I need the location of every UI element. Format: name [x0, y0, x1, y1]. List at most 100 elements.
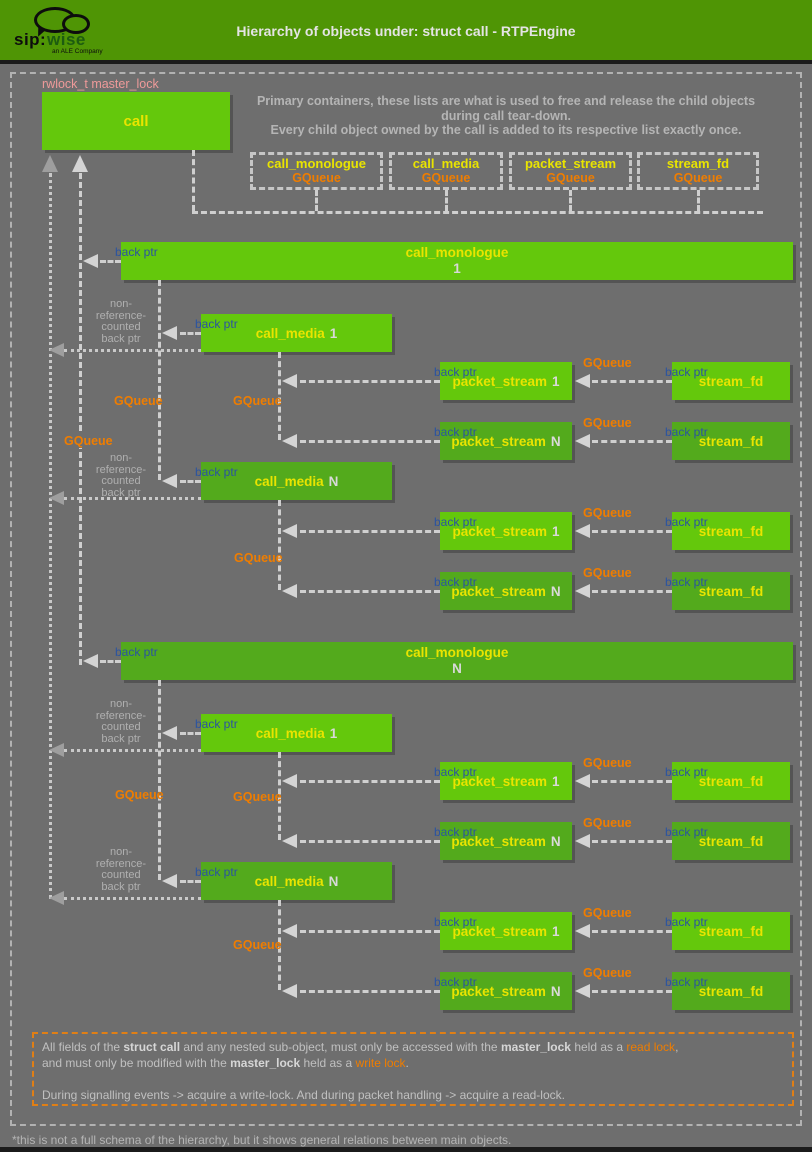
gqueue-label: GQueue: [583, 566, 632, 580]
box-packet-stream-n: packet_stream N: [440, 572, 572, 610]
media-gqueue-line: [158, 680, 161, 880]
locking-note-spacer: [42, 1071, 784, 1087]
back-ptr-label: back ptr: [195, 865, 238, 879]
back-ptr-arrow: [282, 984, 297, 998]
box-call-monologue-n: call_monologue N: [121, 642, 793, 680]
back-ptr-arrow: [575, 374, 590, 388]
back-ptr-dash: [592, 930, 672, 933]
back-ptr-label: back ptr: [665, 425, 708, 439]
monologue-gqueue-line: [79, 173, 82, 665]
container-title: call_monologue: [267, 156, 366, 171]
containers-bus-line: [192, 211, 763, 214]
box-call: call: [42, 92, 230, 150]
box-packet-stream-1: packet_stream 1: [440, 512, 572, 550]
box-call-media-1: call_media 1: [201, 714, 392, 752]
gqueue-label: GQueue: [234, 551, 283, 565]
back-ptr-dash: [300, 990, 440, 993]
speech-bubble-small-icon: [62, 14, 90, 34]
nonref-backptr-note: non- reference- counted back ptr: [95, 452, 147, 499]
gqueue-label: GQueue: [63, 434, 114, 448]
locking-note-box: All fields of the struct call and any ne…: [32, 1032, 794, 1106]
container-type: GQueue: [292, 171, 341, 185]
nonref-arrow: [49, 891, 64, 905]
gqueue-label: GQueue: [583, 966, 632, 980]
nonref-dash: [64, 749, 201, 752]
back-ptr-arrow: [575, 524, 590, 538]
nonref-arrow: [49, 743, 64, 757]
back-ptr-label: back ptr: [434, 825, 477, 839]
rwlock-master-lock-label: rwlock_t master_lock: [42, 77, 159, 91]
container-call-media-gqueue: call_media GQueue: [389, 152, 503, 190]
locking-note-line-3: During signalling events -> acquire a wr…: [42, 1088, 565, 1102]
back-ptr-label: back ptr: [434, 575, 477, 589]
back-ptr-arrow: [282, 374, 297, 388]
box-stream-fd: stream_fd: [672, 512, 790, 550]
call-to-containers-line: [192, 150, 195, 211]
back-ptr-arrow: [162, 726, 177, 740]
back-ptr-dash: [300, 590, 440, 593]
box-packet-stream-n: packet_stream N: [440, 822, 572, 860]
back-ptr-arrow: [575, 924, 590, 938]
box-packet-stream-n: packet_stream N: [440, 422, 572, 460]
box-stream-fd: stream_fd: [672, 362, 790, 400]
container-stream-fd-gqueue: stream_fd GQueue: [637, 152, 759, 190]
container-stub-line: [445, 190, 448, 211]
page-title: Hierarchy of objects under: struct call …: [236, 23, 576, 39]
back-ptr-arrow: [282, 584, 297, 598]
back-ptr-dash: [592, 530, 672, 533]
gqueue-label: GQueue: [583, 506, 632, 520]
gqueue-label: GQueue: [233, 394, 282, 408]
stream-gqueue-line: [278, 500, 281, 590]
nonref-backptr-note: non- reference- counted back ptr: [95, 298, 147, 345]
back-ptr-arrow: [575, 584, 590, 598]
back-ptr-arrow: [575, 434, 590, 448]
stream-gqueue-line: [278, 900, 281, 990]
gqueue-label: GQueue: [583, 816, 632, 830]
nonref-up-arrow: [42, 155, 58, 172]
back-ptr-arrow: [282, 834, 297, 848]
locking-note-line-2: and must only be modified with the maste…: [42, 1056, 409, 1070]
intro-text: Primary containers, these lists are what…: [252, 94, 760, 138]
logo-sip-text: sip:: [14, 30, 47, 49]
stream-gqueue-line: [278, 352, 281, 440]
nonref-dash: [64, 349, 201, 352]
nonref-dash: [64, 897, 201, 900]
nonref-arrow: [49, 343, 64, 357]
back-ptr-label: back ptr: [195, 317, 238, 331]
back-ptr-label: back ptr: [665, 975, 708, 989]
back-ptr-arrow: [83, 654, 98, 668]
logo-tagline: an ALE Company: [52, 48, 103, 55]
back-ptr-label: back ptr: [115, 645, 158, 659]
back-ptr-arrow: [575, 774, 590, 788]
back-ptr-arrow: [575, 834, 590, 848]
box-stream-fd: stream_fd: [672, 912, 790, 950]
back-ptr-dash: [100, 260, 121, 263]
gqueue-label: GQueue: [583, 756, 632, 770]
back-ptr-dash: [592, 380, 672, 383]
intro-line-1: Primary containers, these lists are what…: [256, 94, 756, 108]
container-stub-line: [697, 190, 700, 211]
back-ptr-label: back ptr: [434, 765, 477, 779]
box-stream-fd: stream_fd: [672, 762, 790, 800]
gqueue-label: GQueue: [583, 416, 632, 430]
box-stream-fd: stream_fd: [672, 822, 790, 860]
back-ptr-dash: [592, 840, 672, 843]
container-type: GQueue: [673, 171, 723, 185]
nonref-dash: [64, 497, 201, 500]
container-stub-line: [315, 190, 318, 211]
back-ptr-dash: [300, 840, 440, 843]
gqueue-label: GQueue: [114, 394, 163, 408]
back-ptr-label: back ptr: [434, 425, 477, 439]
container-title: call_media: [412, 156, 480, 171]
back-ptr-arrow: [162, 874, 177, 888]
box-stream-fd: stream_fd: [672, 972, 790, 1010]
container-type: GQueue: [421, 171, 471, 185]
back-ptr-dash: [592, 780, 672, 783]
gqueue-label: GQueue: [233, 790, 282, 804]
back-ptr-label: back ptr: [195, 465, 238, 479]
box-packet-stream-1: packet_stream 1: [440, 912, 572, 950]
gqueue-label: GQueue: [233, 938, 282, 952]
back-ptr-label: back ptr: [665, 365, 708, 379]
logo-wise-text: wise: [47, 30, 86, 49]
back-ptr-arrow: [575, 984, 590, 998]
